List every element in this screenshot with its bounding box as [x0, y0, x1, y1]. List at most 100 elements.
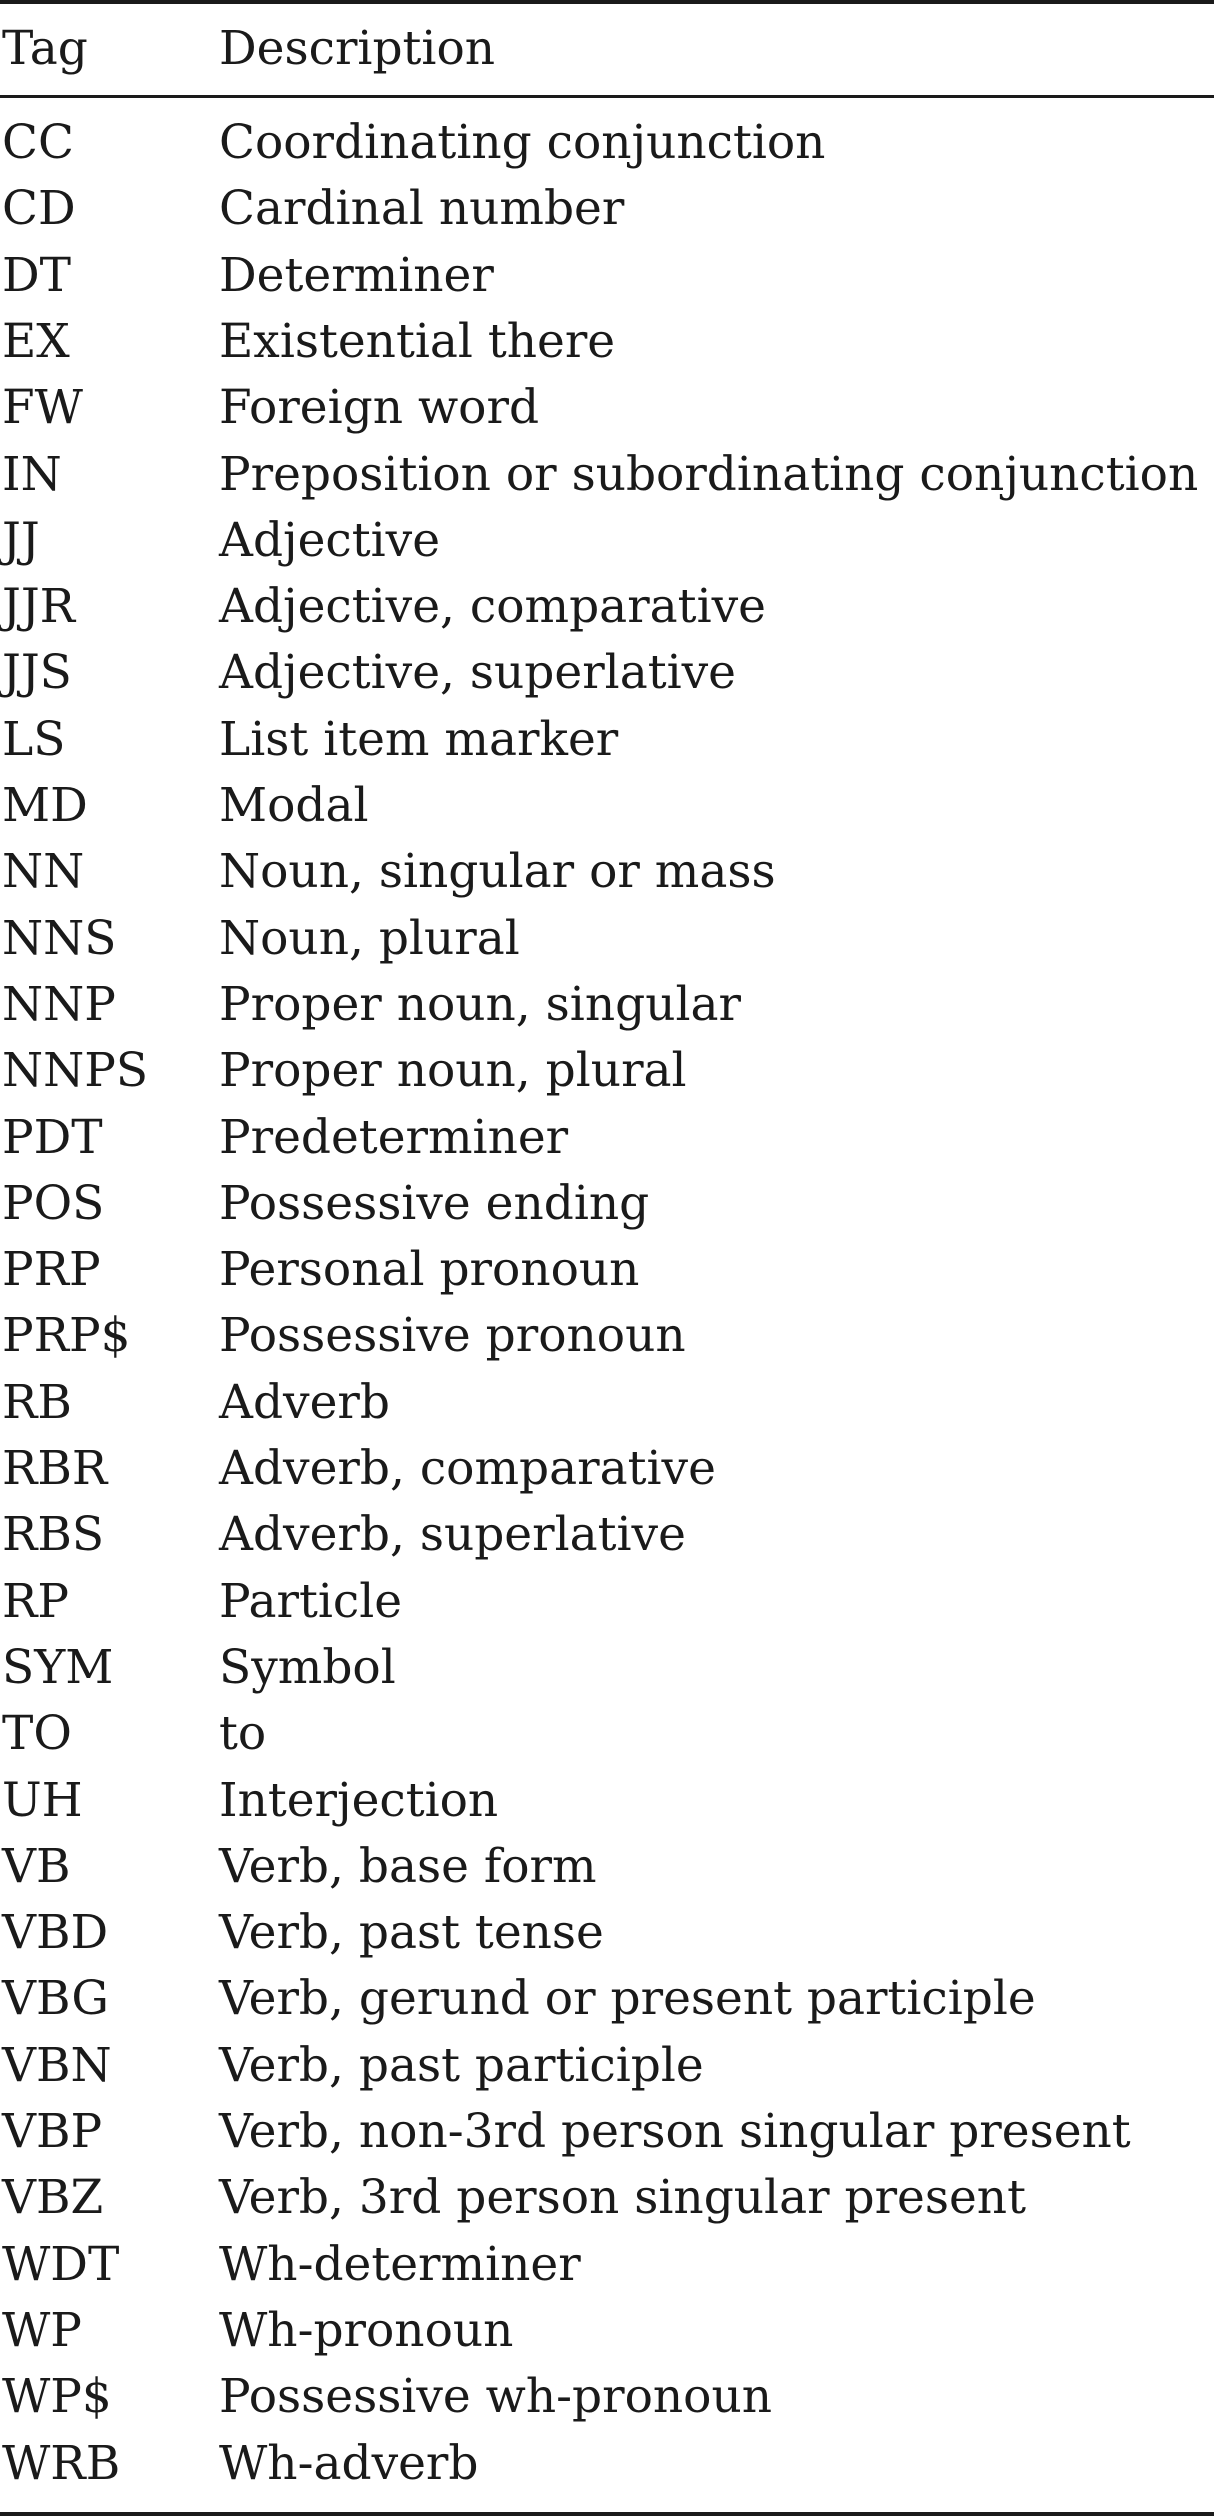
table-row: WP Wh-pronoun	[0, 2298, 1214, 2364]
tag-cell: TO	[2, 1706, 72, 1762]
description-cell: Wh-determiner	[219, 2236, 581, 2292]
tag-cell: VBP	[2, 2104, 103, 2159]
table-row: LS List item marker	[0, 707, 1214, 773]
description-cell: Predeterminer	[219, 1109, 569, 1165]
description-cell: Symbol	[219, 1639, 396, 1695]
table-row: IN Preposition or subordinating conjuncti…	[0, 442, 1214, 508]
tag-cell: VBZ	[2, 2170, 104, 2226]
table-row: TO to	[0, 1701, 1214, 1767]
tag-cell: NNS	[2, 910, 117, 966]
description-cell: Verb, base form	[219, 1838, 597, 1894]
header-tag: Tag	[2, 21, 88, 76]
description-cell: Proper noun, singular	[219, 976, 741, 1032]
description-cell: to	[219, 1706, 267, 1762]
table-row: VBZ Verb, 3rd person singular present	[0, 2165, 1214, 2231]
table-row: VBP Verb, non-3rd person singular present	[0, 2099, 1214, 2165]
table-row: WP$ Possessive wh-pronoun	[0, 2364, 1214, 2430]
description-cell: Possessive pronoun	[219, 1308, 686, 1364]
table-row: CD Cardinal number	[0, 176, 1214, 242]
table-row: RP Particle	[0, 1569, 1214, 1635]
tag-cell: VBG	[2, 1971, 109, 2027]
tag-cell: RP	[2, 1573, 70, 1629]
table-row: WDT Wh-determiner	[0, 2232, 1214, 2298]
table-row: VBN Verb, past participle	[0, 2033, 1214, 2099]
tag-cell: WP	[2, 2302, 82, 2358]
table-row: VBD Verb, past tense	[0, 1900, 1214, 1966]
table-row: PRP$ Possessive pronoun	[0, 1303, 1214, 1369]
tag-cell: PRP$	[2, 1308, 131, 1364]
table-row: NNS Noun, plural	[0, 906, 1214, 972]
tag-cell: IN	[2, 446, 62, 502]
description-cell: Verb, gerund or present participle	[219, 1971, 1036, 2027]
description-cell: Coordinating conjunction	[219, 115, 826, 170]
tag-cell: EX	[2, 313, 70, 369]
header-description: Description	[219, 21, 496, 76]
table-row: RBR Adverb, comparative	[0, 1436, 1214, 1502]
table-bottom-rule	[0, 2512, 1214, 2516]
tag-cell: WDT	[2, 2236, 120, 2292]
description-cell: Cardinal number	[219, 181, 625, 237]
description-cell: Wh-pronoun	[219, 2302, 514, 2358]
table-row: NNP Proper noun, singular	[0, 972, 1214, 1038]
description-cell: Verb, past tense	[219, 1905, 604, 1961]
tag-cell: RBS	[2, 1507, 105, 1563]
description-cell: Possessive wh-pronoun	[219, 2369, 772, 2425]
description-cell: Adverb, superlative	[219, 1507, 686, 1563]
description-cell: List item marker	[219, 711, 619, 767]
tag-cell: JJ	[2, 512, 40, 568]
description-cell: Adverb	[219, 1374, 390, 1430]
tag-cell: PRP	[2, 1242, 101, 1298]
description-cell: Proper noun, plural	[219, 1043, 687, 1099]
description-cell: Existential there	[219, 313, 616, 369]
tag-cell: POS	[2, 1175, 105, 1231]
table-row: FW Foreign word	[0, 375, 1214, 441]
table-row: MD Modal	[0, 773, 1214, 839]
tag-cell: JJR	[2, 579, 76, 635]
table-top-rule	[0, 0, 1214, 4]
table-row: SYM Symbol	[0, 1635, 1214, 1701]
tag-cell: WRB	[2, 2435, 121, 2491]
tag-cell: NN	[2, 844, 85, 900]
description-cell: Interjection	[219, 1772, 499, 1828]
table-row: DT Determiner	[0, 243, 1214, 309]
description-cell: Adjective, superlative	[219, 645, 736, 701]
tag-cell: VB	[2, 1838, 71, 1894]
table-row: RBS Adverb, superlative	[0, 1502, 1214, 1568]
description-cell: Verb, past participle	[219, 2037, 704, 2093]
table-row: UH Interjection	[0, 1768, 1214, 1834]
table-row: EX Existential there	[0, 309, 1214, 375]
tag-cell: VBD	[2, 1905, 109, 1961]
description-cell: Verb, 3rd person singular present	[219, 2170, 1026, 2226]
tag-cell: CD	[2, 181, 76, 237]
table-row: PDT Predeterminer	[0, 1105, 1214, 1171]
table-row: VB Verb, base form	[0, 1834, 1214, 1900]
description-cell: Personal pronoun	[219, 1242, 640, 1298]
table-row: RB Adverb	[0, 1370, 1214, 1436]
tag-cell: NNPS	[2, 1043, 149, 1099]
table-row: NN Noun, singular or mass	[0, 839, 1214, 905]
description-cell: Modal	[219, 778, 369, 833]
table-row: JJR Adjective, comparative	[0, 574, 1214, 640]
description-cell: Foreign word	[219, 380, 540, 436]
description-cell: Adjective, comparative	[219, 579, 766, 635]
description-cell: Possessive ending	[219, 1175, 650, 1231]
tag-cell: JJS	[2, 645, 72, 701]
description-cell: Preposition or subordinating conjunction	[219, 446, 1199, 502]
table-row: VBG Verb, gerund or present participle	[0, 1966, 1214, 2032]
description-cell: Noun, singular or mass	[219, 844, 776, 900]
tag-cell: NNP	[2, 976, 116, 1032]
description-cell: Adjective	[219, 512, 441, 568]
table-row: POS Possessive ending	[0, 1171, 1214, 1237]
description-cell: Verb, non-3rd person singular present	[219, 2104, 1131, 2159]
description-cell: Noun, plural	[219, 910, 520, 966]
tag-cell: RB	[2, 1374, 72, 1430]
description-cell: Particle	[219, 1573, 403, 1629]
description-cell: Determiner	[219, 247, 494, 303]
table-row: PRP Personal pronoun	[0, 1237, 1214, 1303]
tag-cell: SYM	[2, 1639, 114, 1695]
table-row: CC Coordinating conjunction	[0, 110, 1214, 176]
table-row: JJS Adjective, superlative	[0, 640, 1214, 706]
table-header-rule	[0, 95, 1214, 98]
table-row: JJ Adjective	[0, 508, 1214, 574]
tag-cell: CC	[2, 115, 74, 170]
